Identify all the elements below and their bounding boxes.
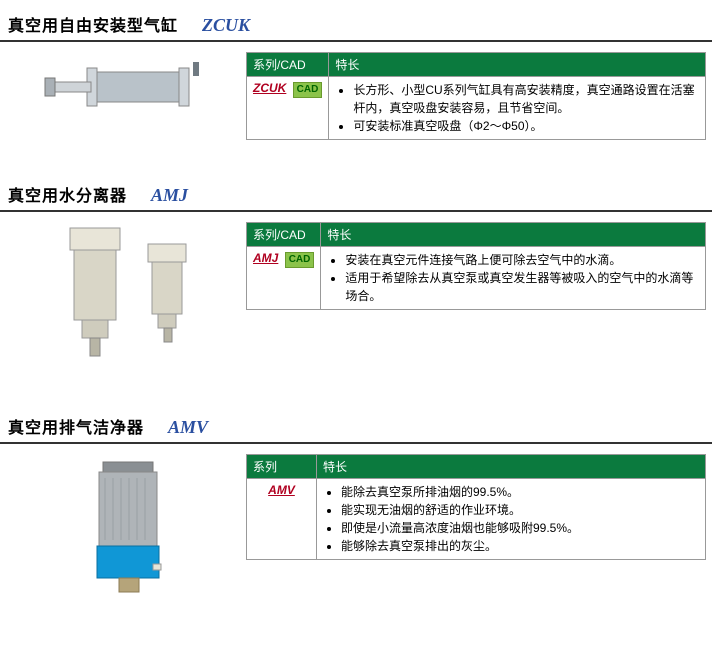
col-features-header: 特长	[321, 223, 706, 247]
section-title-en: AMV	[168, 417, 208, 438]
col-series-header: 系列/CAD	[247, 223, 321, 247]
features-list: 长方形、小型CU系列气缸具有高安装精度，真空通路设置在活塞杆内，真空吸盘安装容易…	[335, 81, 699, 135]
section-header: 真空用水分离器 AMJ	[0, 180, 712, 212]
series-cell: AMV	[247, 479, 317, 560]
product-table: 系列 特长 AMV 能除去真空泵所排油烟的99.5%。 能实现无油烟的舒适的作业…	[246, 454, 706, 560]
features-cell: 能除去真空泵所排油烟的99.5%。 能实现无油烟的舒适的作业环境。 即使是小流量…	[317, 479, 706, 560]
product-table-wrapper: 系列 特长 AMV 能除去真空泵所排油烟的99.5%。 能实现无油烟的舒适的作业…	[246, 450, 706, 560]
feature-item: 能够除去真空泵排出的灰尘。	[341, 537, 699, 555]
product-table-wrapper: 系列/CAD 特长 AMJ CAD 安装在真空元件连接气路上便可除去空气中的水滴…	[246, 218, 706, 310]
col-features-header: 特长	[317, 455, 706, 479]
series-code-link[interactable]: ZCUK	[253, 81, 286, 95]
section-title-cn: 真空用水分离器	[8, 182, 127, 206]
col-series-header: 系列/CAD	[247, 53, 329, 77]
series-code-link[interactable]: AMJ	[253, 251, 278, 265]
section-title-en: AMJ	[151, 185, 188, 206]
cleaner-image-icon	[53, 454, 203, 604]
feature-item: 即使是小流量高浓度油烟也能够吸附99.5%。	[341, 519, 699, 537]
table-row: AMV 能除去真空泵所排油烟的99.5%。 能实现无油烟的舒适的作业环境。 即使…	[247, 479, 706, 560]
product-section-amj: 真空用水分离器 AMJ 系列/CAD 特长	[0, 180, 712, 372]
cad-badge[interactable]: CAD	[285, 252, 315, 268]
table-header-row: 系列/CAD 特长	[247, 223, 706, 247]
product-table: 系列/CAD 特长 AMJ CAD 安装在真空元件连接气路上便可除去空气中的水滴…	[246, 222, 706, 310]
cylinder-image-icon	[43, 52, 213, 122]
product-image	[6, 48, 246, 122]
series-cell: ZCUK CAD	[247, 77, 329, 140]
feature-item: 能除去真空泵所排油烟的99.5%。	[341, 483, 699, 501]
col-features-header: 特长	[329, 53, 706, 77]
section-header: 真空用自由安装型气缸 ZCUK	[0, 10, 712, 42]
section-title-cn: 真空用自由安装型气缸	[8, 12, 178, 36]
product-section-zcuk: 真空用自由安装型气缸 ZCUK 系列/CAD 特长 ZCUK	[0, 10, 712, 140]
feature-item: 安装在真空元件连接气路上便可除去空气中的水滴。	[345, 251, 699, 269]
product-image	[6, 450, 246, 604]
section-body: 系列/CAD 特长 AMJ CAD 安装在真空元件连接气路上便可除去空气中的水滴…	[0, 218, 712, 372]
series-code-link[interactable]: AMV	[268, 483, 295, 497]
separator-image-icon	[38, 222, 218, 372]
product-image	[6, 218, 246, 372]
section-header: 真空用排气洁净器 AMV	[0, 412, 712, 444]
table-header-row: 系列/CAD 特长	[247, 53, 706, 77]
table-header-row: 系列 特长	[247, 455, 706, 479]
feature-item: 可安装标准真空吸盘（Φ2～Φ50）。	[353, 117, 699, 135]
table-row: ZCUK CAD 长方形、小型CU系列气缸具有高安装精度，真空通路设置在活塞杆内…	[247, 77, 706, 140]
section-body: 系列 特长 AMV 能除去真空泵所排油烟的99.5%。 能实现无油烟的舒适的作业…	[0, 450, 712, 604]
cad-badge[interactable]: CAD	[293, 82, 323, 98]
section-title-cn: 真空用排气洁净器	[8, 414, 144, 438]
features-list: 安装在真空元件连接气路上便可除去空气中的水滴。 适用于希望除去从真空泵或真空发生…	[327, 251, 699, 305]
product-section-amv: 真空用排气洁净器 AMV 系列 特长	[0, 412, 712, 604]
series-cell: AMJ CAD	[247, 247, 321, 310]
feature-item: 长方形、小型CU系列气缸具有高安装精度，真空通路设置在活塞杆内，真空吸盘安装容易…	[353, 81, 699, 117]
features-cell: 安装在真空元件连接气路上便可除去空气中的水滴。 适用于希望除去从真空泵或真空发生…	[321, 247, 706, 310]
product-table-wrapper: 系列/CAD 特长 ZCUK CAD 长方形、小型CU系列气缸具有高安装精度，真…	[246, 48, 706, 140]
feature-item: 适用于希望除去从真空泵或真空发生器等被吸入的空气中的水滴等场合。	[345, 269, 699, 305]
section-body: 系列/CAD 特长 ZCUK CAD 长方形、小型CU系列气缸具有高安装精度，真…	[0, 48, 712, 140]
section-title-en: ZCUK	[202, 15, 250, 36]
feature-item: 能实现无油烟的舒适的作业环境。	[341, 501, 699, 519]
features-cell: 长方形、小型CU系列气缸具有高安装精度，真空通路设置在活塞杆内，真空吸盘安装容易…	[329, 77, 706, 140]
table-row: AMJ CAD 安装在真空元件连接气路上便可除去空气中的水滴。 适用于希望除去从…	[247, 247, 706, 310]
col-series-header: 系列	[247, 455, 317, 479]
product-table: 系列/CAD 特长 ZCUK CAD 长方形、小型CU系列气缸具有高安装精度，真…	[246, 52, 706, 140]
features-list: 能除去真空泵所排油烟的99.5%。 能实现无油烟的舒适的作业环境。 即使是小流量…	[323, 483, 699, 555]
